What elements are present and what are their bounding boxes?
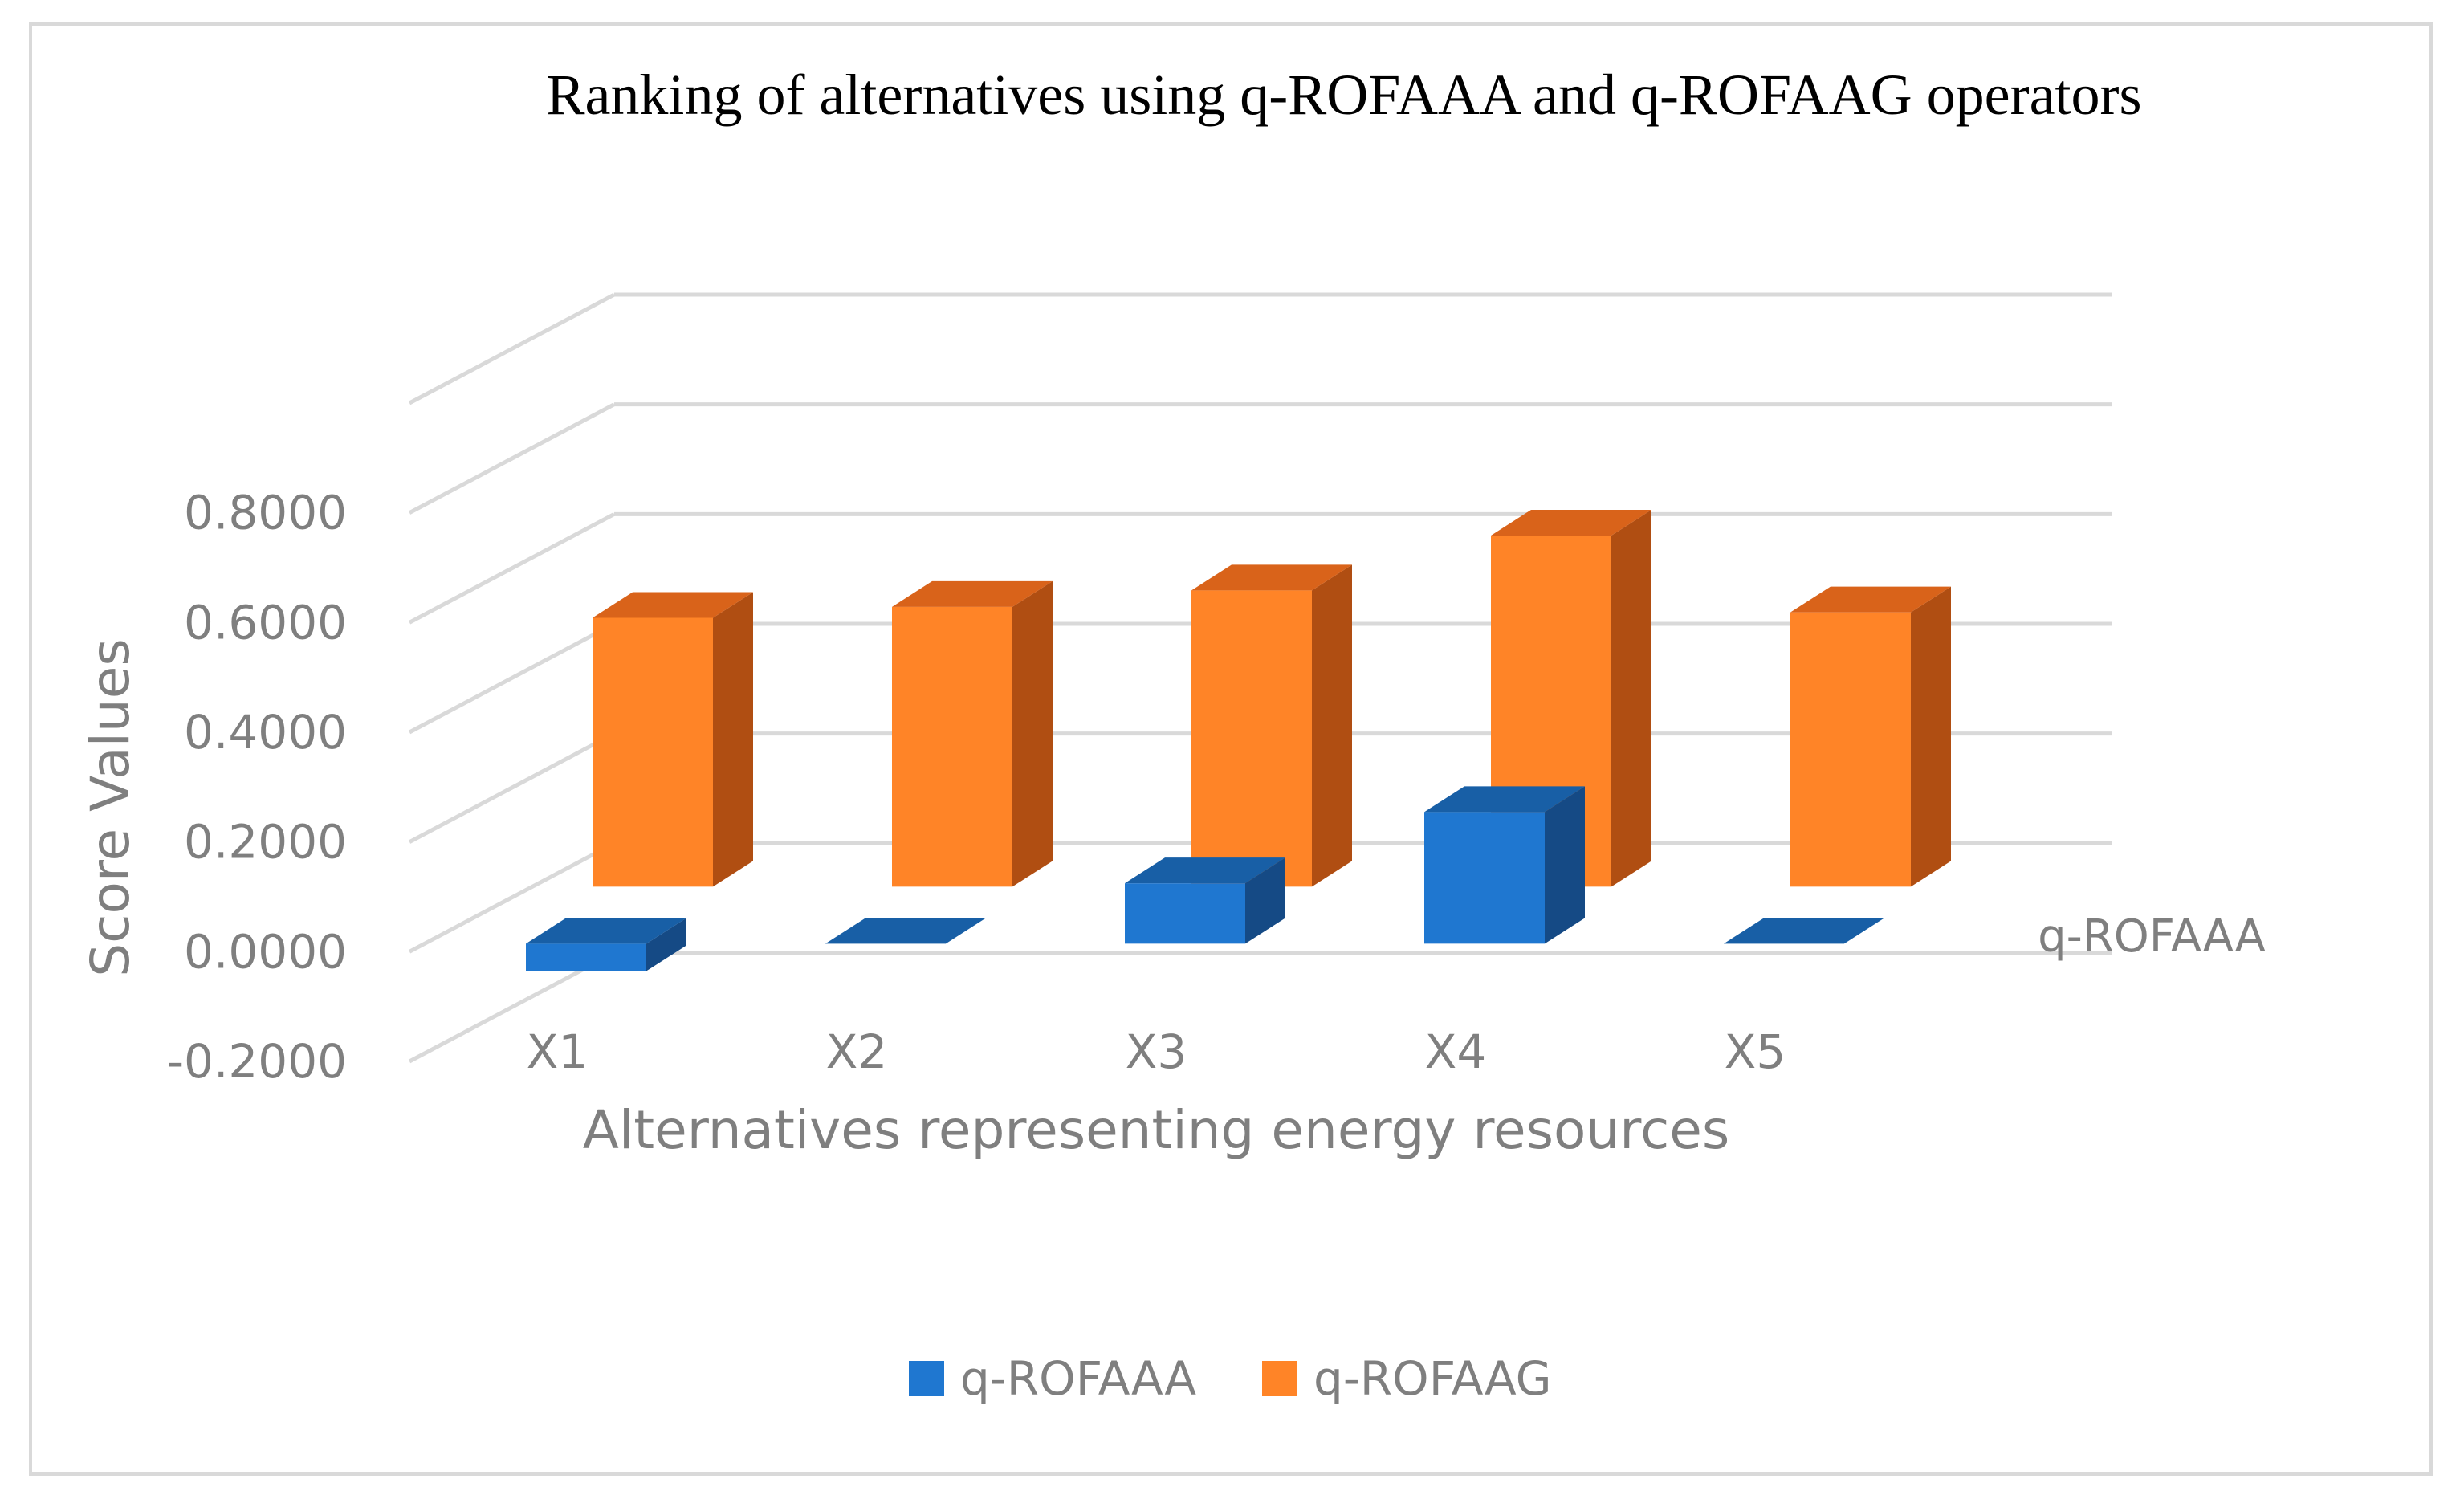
bar-top — [892, 580, 1053, 607]
bar-top — [1491, 510, 1651, 536]
bar-q-ROFAAA-X3 — [1125, 857, 1285, 944]
x-tick-label: X3 — [1126, 1024, 1187, 1079]
y-tick-label: -0.2000 — [167, 1034, 347, 1089]
y-tick-label: 0.4000 — [184, 705, 347, 760]
bar-top — [1790, 586, 1951, 613]
bar-q-ROFAAG-X5 — [1790, 586, 1951, 887]
bar-front — [1191, 590, 1312, 887]
legend-label: q-ROFAAA — [960, 1351, 1196, 1406]
gridline-diagonal — [408, 621, 616, 735]
bar-top — [526, 918, 686, 944]
legend-swatch — [909, 1361, 944, 1396]
x-axis-title: Alternatives representing energy resourc… — [583, 1099, 1729, 1161]
gridline-diagonal — [408, 402, 616, 515]
x-axis-ticks: X1 X2 X3 X4 X5 — [527, 1024, 1786, 1079]
bar-top — [1191, 564, 1352, 591]
bar-front — [1125, 883, 1245, 944]
bar-front — [1790, 612, 1911, 887]
gridline-diagonal — [408, 841, 616, 954]
legend-label: q-ROFAAG — [1313, 1351, 1552, 1406]
bar-side — [1312, 564, 1352, 887]
bar-top — [593, 592, 753, 618]
bar-q-ROFAAA-X4 — [1424, 786, 1585, 944]
depth-axis-label: q-ROFAAA — [2038, 910, 2266, 963]
y-tick-label: 0.8000 — [184, 486, 347, 540]
bar-top — [825, 918, 986, 944]
bar-side — [1611, 510, 1651, 887]
gridline-diagonal — [408, 512, 616, 625]
y-axis-ticks: -0.2000 0.0000 0.2000 0.4000 0.6000 0.8000 — [167, 486, 347, 1089]
bar-front — [593, 617, 713, 887]
bar-front — [526, 943, 646, 971]
bar-top — [1125, 857, 1285, 884]
legend-swatch — [1262, 1361, 1297, 1396]
y-axis-title: Score Values — [79, 638, 141, 976]
x-tick-label: X5 — [1725, 1024, 1786, 1079]
bar-q-ROFAAA-X2 — [825, 918, 986, 944]
bar-side — [1911, 586, 1951, 887]
y-tick-label: 0.2000 — [184, 815, 347, 870]
series-front — [526, 786, 1884, 971]
bar-front — [892, 606, 1012, 887]
bar-q-ROFAAG-X3 — [1191, 564, 1352, 887]
bar-side — [713, 592, 753, 887]
x-tick-label: X2 — [826, 1024, 888, 1079]
bar-q-ROFAAG-X1 — [593, 592, 753, 887]
bar-top — [1724, 918, 1884, 944]
bar-front — [1424, 812, 1545, 944]
gridline-diagonal — [408, 731, 616, 844]
bar-q-ROFAAA-X5 — [1724, 918, 1884, 944]
bar-side — [646, 918, 686, 971]
y-tick-label: 0.0000 — [184, 924, 347, 979]
bar-side — [1545, 786, 1585, 944]
series-back — [593, 510, 1951, 887]
bar-q-ROFAAA-X1 — [526, 918, 686, 971]
y-tick-label: 0.6000 — [184, 595, 347, 650]
x-tick-label: X1 — [527, 1024, 589, 1079]
chart-title: Ranking of alternatives using q-ROFAAA a… — [546, 63, 2141, 127]
bar-top — [1424, 786, 1585, 813]
bar-side — [1012, 580, 1053, 887]
legend: q-ROFAAA q-ROFAAG — [909, 1351, 1552, 1406]
bar-q-ROFAAG-X2 — [892, 580, 1053, 887]
gridline-diagonal — [408, 292, 616, 405]
x-tick-label: X4 — [1425, 1024, 1487, 1079]
bar-side — [1245, 857, 1285, 944]
